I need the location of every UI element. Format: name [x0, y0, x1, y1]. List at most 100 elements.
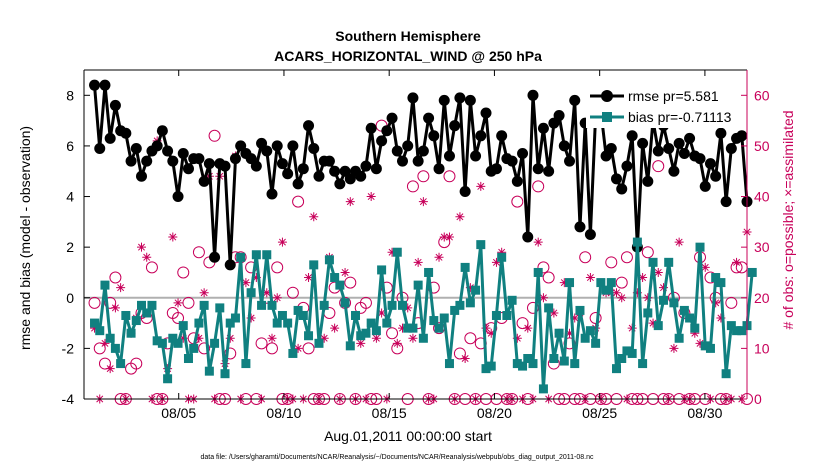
bias-point	[627, 348, 637, 358]
obs-assimilated-point	[732, 257, 742, 267]
rmse-point	[303, 120, 315, 132]
rmse-point	[496, 130, 508, 142]
rmse-point	[109, 99, 121, 111]
bias-point	[283, 318, 293, 328]
obs-assimilated-point	[267, 333, 277, 343]
rmse-point	[454, 92, 466, 104]
obs-possible-point	[516, 317, 529, 330]
rmse-point	[480, 107, 492, 119]
bias-point	[142, 308, 152, 318]
x-tick-label: 08/15	[372, 405, 407, 421]
bias-point	[189, 343, 199, 353]
bias-point	[679, 305, 689, 315]
obs-assimilated-point	[632, 288, 642, 298]
rmse-point	[443, 150, 455, 162]
obs-assimilated-point	[319, 333, 329, 343]
obs-possible-point	[182, 296, 195, 309]
obs-possible-point	[406, 180, 419, 193]
bias-point	[330, 273, 340, 283]
bias-point	[403, 323, 413, 333]
bias-point	[429, 316, 439, 326]
obs-assimilated-point	[142, 252, 152, 262]
bias-point	[371, 326, 381, 336]
rmse-point	[459, 185, 471, 197]
rmse-point	[564, 155, 576, 167]
bias-point	[251, 250, 261, 260]
obs-possible-point	[292, 195, 305, 208]
obs-possible-point	[605, 256, 618, 269]
bias-point	[523, 354, 533, 364]
bias-point	[137, 300, 147, 310]
bias-point	[277, 310, 287, 320]
obs-assimilated-point	[377, 308, 387, 318]
rmse-point	[511, 175, 523, 187]
rmse-point	[297, 163, 309, 175]
rmse-point	[725, 142, 737, 154]
rmse-point	[506, 155, 518, 167]
rmse-point	[365, 122, 377, 134]
y2-tick-label: 0	[754, 391, 762, 407]
bias-point	[382, 318, 392, 328]
obs-assimilated-point	[612, 288, 622, 298]
bias-point	[565, 278, 575, 288]
obs-assimilated-point	[523, 323, 533, 333]
bias-point	[669, 298, 679, 308]
bias-point	[481, 364, 491, 374]
obs-assimilated-point	[491, 257, 501, 267]
bias-point	[434, 323, 444, 333]
obs-assimilated-point	[512, 333, 522, 343]
rmse-point	[464, 94, 476, 106]
y2-tick-label: 10	[754, 340, 770, 356]
rmse-point	[271, 140, 283, 152]
bias-point	[110, 343, 120, 353]
rmse-point	[715, 127, 727, 139]
rmse-point	[532, 163, 544, 175]
rmse-point	[177, 148, 189, 160]
obs-assimilated-point	[444, 232, 454, 242]
y-tick-label: -2	[62, 340, 75, 356]
bias-point	[356, 331, 366, 341]
bias-point	[622, 346, 632, 356]
y-tick-label: 2	[66, 239, 74, 255]
rmse-point	[198, 175, 210, 187]
rmse-point	[130, 142, 142, 154]
obs-assimilated-point	[356, 338, 366, 348]
rmse-point	[360, 160, 372, 172]
chart-title-line-1: Southern Hemisphere	[335, 28, 481, 44]
obs-assimilated-point	[277, 237, 287, 247]
obs-possible-point	[417, 170, 430, 183]
rmse-point	[423, 112, 435, 124]
obs-assimilated-point	[345, 197, 355, 207]
bias-point	[418, 333, 428, 343]
obs-assimilated-point	[100, 338, 110, 348]
rmse-point	[537, 122, 549, 134]
bias-point	[298, 310, 308, 320]
bias-point	[658, 295, 668, 305]
rmse-point	[193, 153, 205, 165]
bias-point	[121, 310, 131, 320]
bias-point	[711, 273, 721, 283]
obs-assimilated-point	[387, 247, 397, 257]
rmse-point	[386, 112, 398, 124]
rmse-point	[224, 259, 236, 271]
bias-point	[502, 310, 512, 320]
obs-assimilated-point	[137, 242, 147, 252]
obs-assimilated-point	[173, 298, 183, 308]
obs-assimilated-point	[465, 283, 475, 293]
obs-assimilated-point	[481, 323, 491, 333]
bias-point	[225, 318, 235, 328]
rmse-point	[584, 229, 596, 240]
bias-point	[444, 359, 454, 369]
obs-assimilated-point	[497, 247, 507, 257]
bias-point	[361, 328, 371, 338]
y-tick-label: 4	[66, 189, 74, 205]
bias-point	[204, 366, 214, 376]
rmse-point	[151, 140, 163, 152]
obs-possible-point	[172, 312, 185, 325]
obs-assimilated-point	[392, 338, 402, 348]
rmse-point	[663, 142, 675, 154]
bias-point	[559, 356, 569, 366]
bias-point	[455, 300, 465, 310]
obs-assimilated-point	[262, 288, 272, 298]
rmse-point	[438, 94, 450, 106]
